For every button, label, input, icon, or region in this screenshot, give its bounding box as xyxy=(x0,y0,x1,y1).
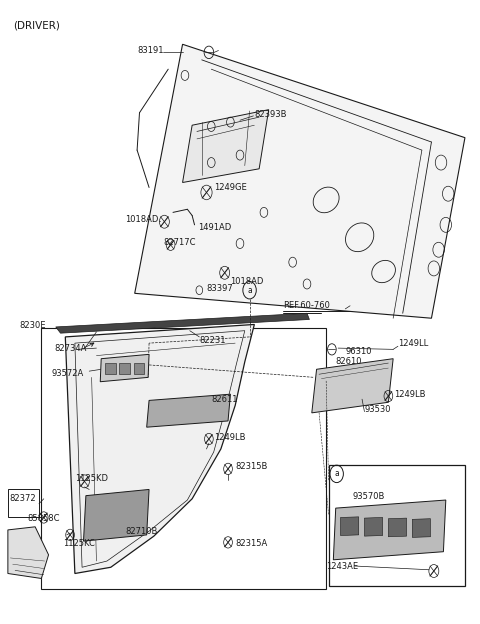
Polygon shape xyxy=(65,324,254,573)
Text: 1125KC: 1125KC xyxy=(63,539,95,548)
Text: 93572A: 93572A xyxy=(52,369,84,378)
Text: 82372: 82372 xyxy=(9,494,36,504)
Text: 85858C: 85858C xyxy=(27,514,60,523)
Text: 1243AE: 1243AE xyxy=(326,562,358,570)
Polygon shape xyxy=(333,500,446,560)
Text: a: a xyxy=(247,286,252,295)
Polygon shape xyxy=(8,527,48,578)
Polygon shape xyxy=(364,517,383,536)
Text: 82611: 82611 xyxy=(211,394,238,404)
Text: 82231: 82231 xyxy=(199,336,226,345)
Text: 83397: 83397 xyxy=(206,284,233,293)
Polygon shape xyxy=(56,313,310,333)
Text: 82710B: 82710B xyxy=(125,527,157,535)
Polygon shape xyxy=(388,518,407,537)
Text: a: a xyxy=(334,469,339,479)
Text: 1249LB: 1249LB xyxy=(214,433,245,442)
Text: 1018AD: 1018AD xyxy=(230,277,264,286)
Bar xyxy=(105,363,116,374)
Text: 82393B: 82393B xyxy=(254,109,287,119)
Text: 93530: 93530 xyxy=(364,405,391,414)
Text: 82315A: 82315A xyxy=(235,539,267,548)
Polygon shape xyxy=(135,44,465,318)
Bar xyxy=(134,363,144,374)
Bar xyxy=(120,363,130,374)
Text: 82734A: 82734A xyxy=(54,344,87,353)
Text: 8230E: 8230E xyxy=(20,321,47,330)
Text: 1018AD: 1018AD xyxy=(125,215,158,225)
Polygon shape xyxy=(412,519,431,537)
Polygon shape xyxy=(340,517,359,535)
Text: 82610: 82610 xyxy=(336,358,362,366)
Text: 1491AD: 1491AD xyxy=(198,223,231,233)
Text: (DRIVER): (DRIVER) xyxy=(12,21,60,31)
Bar xyxy=(41,328,326,589)
Bar xyxy=(328,464,465,586)
Text: 93570B: 93570B xyxy=(352,492,384,502)
Text: REF.60-760: REF.60-760 xyxy=(283,301,330,310)
Text: 82717C: 82717C xyxy=(163,238,196,246)
Text: 1249LL: 1249LL xyxy=(398,339,428,348)
Polygon shape xyxy=(147,394,230,427)
Polygon shape xyxy=(312,359,393,413)
Text: 96310: 96310 xyxy=(345,348,372,356)
Text: 83191: 83191 xyxy=(137,46,163,55)
Bar xyxy=(8,489,39,517)
Polygon shape xyxy=(182,110,269,182)
Text: 1249LB: 1249LB xyxy=(394,389,426,399)
Polygon shape xyxy=(84,489,149,541)
Polygon shape xyxy=(100,354,149,382)
Text: 82315B: 82315B xyxy=(235,462,267,471)
Text: 1249GE: 1249GE xyxy=(214,183,246,192)
Text: 1125KD: 1125KD xyxy=(75,474,108,483)
